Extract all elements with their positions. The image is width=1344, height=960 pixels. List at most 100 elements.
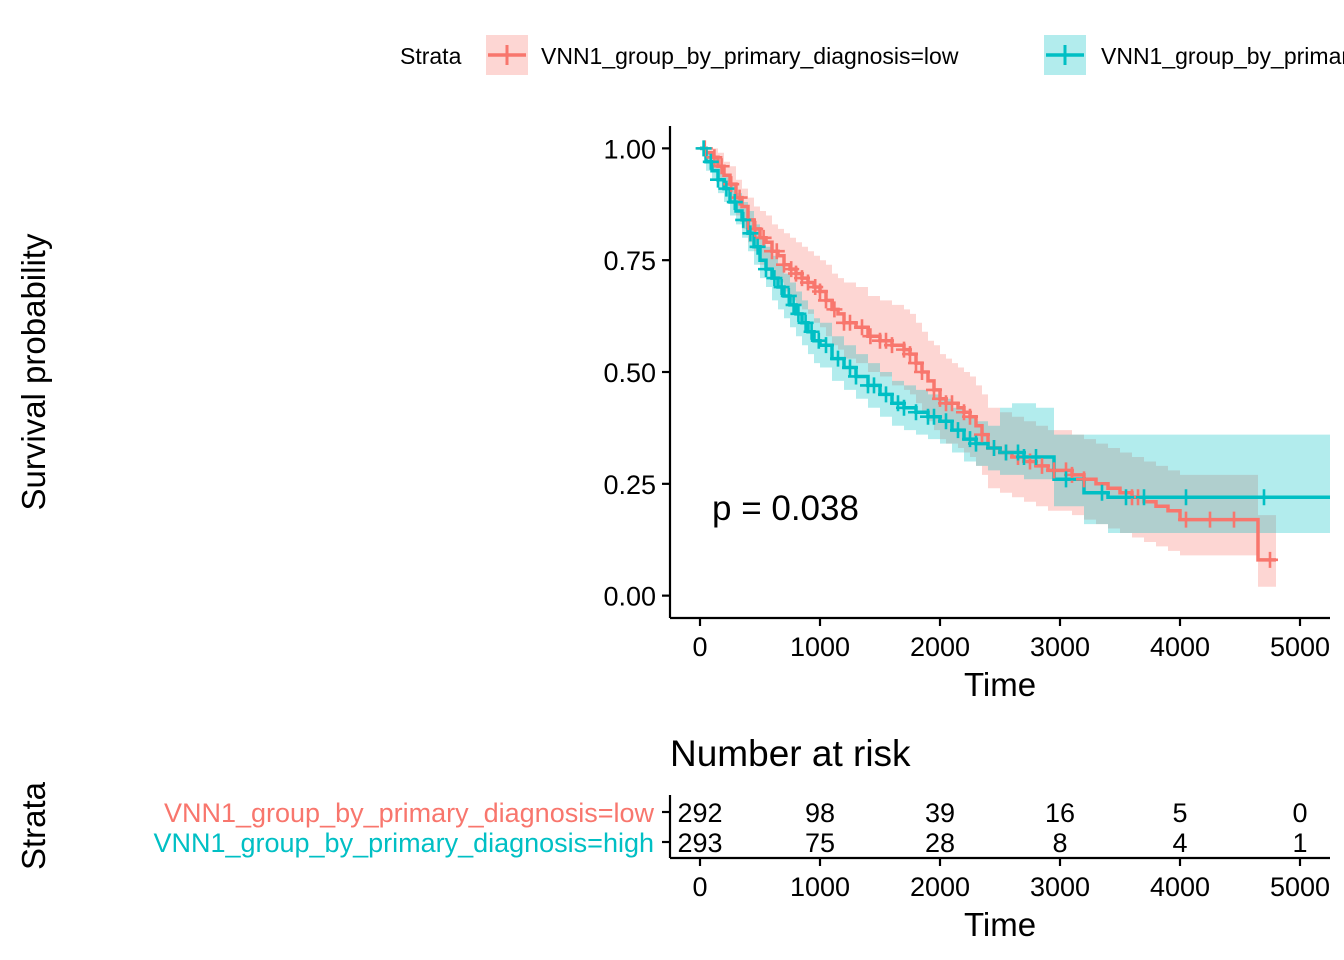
x-tick-label: 3000 [1030, 632, 1090, 662]
km-plot: 0.00 0.25 0.50 0.75 1.00 0 1000 2000 3000 4000 50… [15, 126, 1330, 703]
legend-item-high: VNN1_group_by_primary_diagnosis=high [1044, 35, 1344, 75]
ci-band-high [700, 148, 1330, 533]
censor-mark-low [944, 395, 960, 412]
risk-y-axis-title: Strata [15, 781, 52, 870]
risk-row-label-low: VNN1_group_by_primary_diagnosis=low [164, 798, 655, 828]
censor-mark-low [884, 337, 900, 354]
censor-mark-low [862, 328, 879, 345]
risk-x-tick-label: 0 [692, 872, 707, 902]
censor-mark-high [797, 314, 814, 331]
risk-count-low: 0 [1292, 798, 1307, 828]
y-tick-label: 0.75 [603, 246, 656, 276]
legend-label-low: VNN1_group_by_primary_diagnosis=low [541, 43, 959, 69]
y-tick-label: 0.25 [603, 470, 656, 500]
censor-marks [695, 140, 1278, 568]
risk-x-axis-title: Time [964, 906, 1036, 943]
censor-mark-low [1202, 511, 1218, 528]
legend-title: Strata [400, 43, 462, 69]
censor-mark-high [830, 350, 846, 367]
censor-mark-low [854, 319, 870, 336]
x-tick-label: 1000 [790, 632, 850, 662]
censor-mark-low [1226, 511, 1242, 528]
censor-mark-high [926, 408, 942, 425]
censor-mark-high [785, 296, 802, 313]
y-tick-label: 0.50 [603, 358, 656, 388]
x-tick-label: 0 [692, 632, 707, 662]
risk-x-tick-label: 1000 [790, 872, 850, 902]
censor-mark-high [749, 238, 766, 255]
censor-mark-high [742, 225, 759, 242]
risk-table: Number at risk VNN1_group_by_primary_dia… [15, 733, 1330, 943]
p-value: p = 0.038 [712, 489, 859, 528]
y-axis-title: Survival probability [15, 233, 52, 510]
censor-mark-high [1178, 489, 1194, 506]
x-axis-title: Time [964, 666, 1036, 703]
legend-label-high: VNN1_group_by_primary_diagnosis=high [1101, 43, 1344, 69]
risk-count-high: 293 [677, 828, 722, 858]
confidence-bands [700, 148, 1330, 587]
censor-mark-low [1178, 511, 1194, 528]
risk-x-axis-ticks: 0 1000 2000 3000 4000 5000 [692, 858, 1330, 902]
ci-band-low [700, 148, 1276, 587]
censor-mark-low [908, 355, 924, 372]
risk-x-tick-label: 4000 [1150, 872, 1210, 902]
y-axis-ticks: 0.00 0.25 0.50 0.75 1.00 [603, 134, 670, 612]
risk-x-tick-label: 5000 [1270, 872, 1330, 902]
censor-mark-high [735, 211, 752, 228]
y-tick-label: 1.00 [603, 134, 656, 164]
censor-mark-high [842, 359, 858, 376]
censor-mark-low [1034, 457, 1050, 474]
censor-mark-high [780, 287, 797, 304]
censor-mark-low [826, 301, 843, 318]
legend: Strata VNN1_group_by_primary_diagnosis=l… [400, 35, 1344, 75]
censor-mark-high [1256, 489, 1272, 506]
risk-count-high: 4 [1172, 828, 1187, 858]
censor-mark-low [926, 381, 942, 398]
censor-mark-high [1136, 489, 1152, 506]
censor-mark-low [914, 364, 930, 380]
x-tick-label: 4000 [1150, 632, 1210, 662]
risk-count-high: 28 [925, 828, 955, 858]
x-tick-label: 5000 [1270, 632, 1330, 662]
risk-count-low: 16 [1045, 798, 1075, 828]
x-axis-ticks: 0 1000 2000 3000 4000 5000 [692, 618, 1330, 662]
risk-count-low: 292 [677, 798, 722, 828]
censor-mark-low [755, 229, 772, 246]
risk-count-high: 8 [1052, 828, 1067, 858]
censor-mark-high [1058, 471, 1074, 488]
censor-mark-high [818, 337, 834, 354]
censor-mark-high [896, 399, 912, 416]
x-tick-label: 2000 [910, 632, 970, 662]
censor-mark-high [1028, 448, 1044, 465]
risk-row-label-high: VNN1_group_by_primary_diagnosis=high [153, 828, 654, 858]
risk-x-tick-label: 2000 [910, 872, 970, 902]
censor-mark-high [950, 422, 966, 439]
censor-mark-high [702, 153, 719, 170]
y-tick-label: 0.00 [603, 582, 656, 612]
censor-mark-low [962, 408, 978, 425]
censor-mark-high [878, 386, 894, 403]
censor-mark-high [803, 323, 820, 340]
censor-mark-low [812, 283, 828, 300]
censor-mark-high [1118, 489, 1134, 506]
censor-mark-high [726, 194, 743, 211]
censor-mark-high [695, 140, 712, 157]
censor-mark-low [818, 292, 834, 309]
censor-mark-high [848, 368, 864, 385]
censor-mark-low [713, 158, 730, 175]
censor-mark-low [974, 426, 990, 443]
censor-mark-high [938, 413, 954, 430]
censor-mark-high [908, 404, 924, 421]
censor-mark-high [773, 279, 790, 296]
censor-mark-high [758, 261, 774, 278]
censor-mark-high [986, 440, 1002, 457]
censor-mark-high [866, 377, 882, 394]
censor-mark-low [1262, 551, 1278, 568]
censor-mark-high [766, 270, 783, 287]
risk-count-high: 1 [1292, 828, 1307, 858]
risk-x-tick-label: 3000 [1030, 872, 1090, 902]
risk-table-title: Number at risk [670, 733, 911, 774]
censor-mark-low [842, 314, 858, 331]
risk-rows: VNN1_group_by_primary_diagnosis=low 292 98… [153, 798, 1307, 858]
